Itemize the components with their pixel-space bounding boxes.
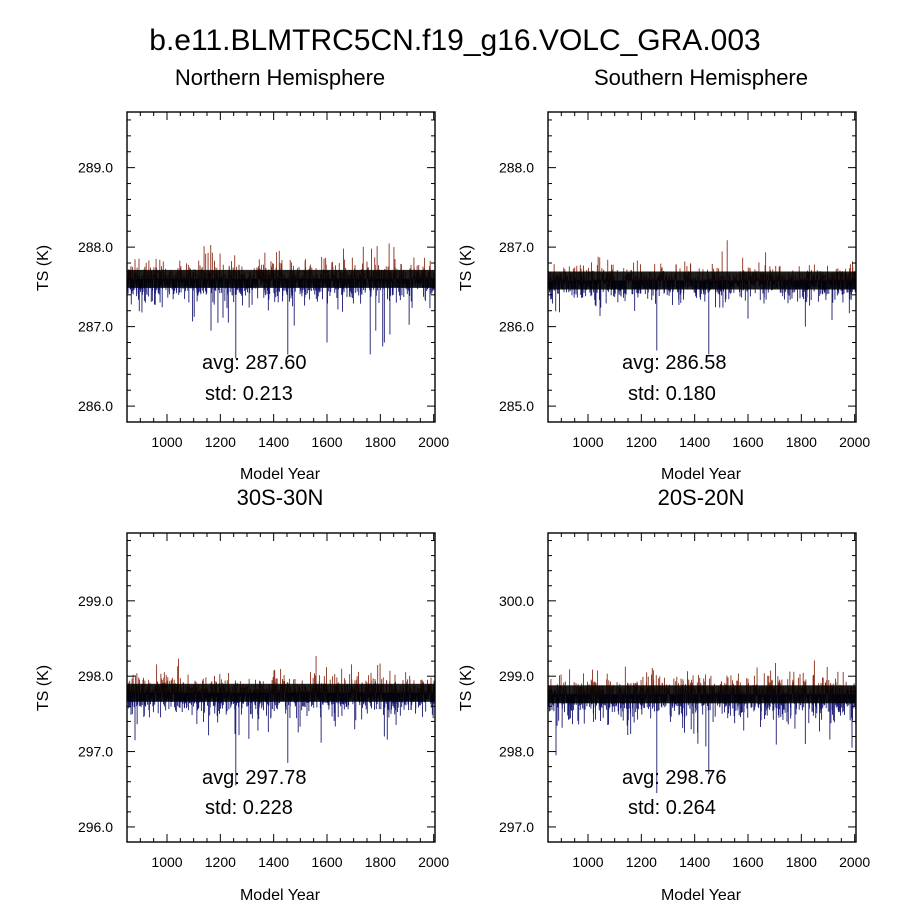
x-tick-label: 1400 (679, 434, 710, 450)
x-tick-label: 1400 (258, 434, 289, 450)
y-axis-label: TS (K) (35, 665, 52, 711)
std-annotation: std: 0.213 (205, 383, 293, 405)
data-series (547, 660, 857, 794)
y-tick-label: 299.0 (78, 593, 113, 609)
std-annotation: std: 0.180 (628, 383, 716, 405)
x-tick-label: 1000 (151, 434, 182, 450)
panel-title: 20S-20N (658, 485, 745, 510)
x-tick-label: 1200 (205, 434, 236, 450)
x-tick-label: 1000 (151, 854, 182, 870)
y-tick-label: 285.0 (499, 398, 534, 414)
x-tick-label: 1600 (311, 434, 342, 450)
plot-frame (126, 532, 436, 843)
plot-frame (547, 111, 857, 423)
data-series (547, 240, 857, 355)
panel-20s-20n: 20S-20N 1000 1200 1400 1600 1800 2000297.0298… (458, 485, 870, 904)
x-tick-label: 1200 (626, 434, 657, 450)
y-tick-label: 286.0 (499, 319, 534, 335)
y-tick-label: 287.0 (499, 239, 534, 255)
y-tick-label: 288.0 (499, 160, 534, 176)
y-axis-label: TS (K) (458, 245, 475, 291)
y-tick-label: 298.0 (78, 668, 113, 684)
plot-area: 1000 1200 1400 1600 1800 2000 286.0 287.0 288.0 2… (78, 111, 449, 450)
y-tick-label: 297.0 (78, 744, 113, 760)
std-annotation: std: 0.228 (205, 797, 293, 819)
x-axis-label: Model Year (661, 466, 742, 483)
x-axis-label: Model Year (240, 466, 321, 483)
y-tick-label: 289.0 (78, 160, 113, 176)
y-axis-label: TS (K) (35, 245, 52, 291)
x-tick-label: 2000 (839, 434, 870, 450)
x-tick-label: 1000 (572, 434, 603, 450)
x-tick-label: 1600 (732, 434, 763, 450)
mean-band (127, 269, 435, 288)
plot-area: 1000 1200 1400 1600 1800 2000 285.0 286.0 287.0 2… (499, 111, 870, 450)
panel-southern-hemisphere: Southern Hemisphere 1000 1200 1400 1600 1800… (458, 65, 870, 483)
figure-title: b.e11.BLMTRC5CN.f19_g16.VOLC_GRA.003 (149, 24, 760, 57)
x-tick-label: 1400 (258, 854, 289, 870)
avg-annotation: avg: 286.58 (622, 352, 727, 374)
mean-band (548, 685, 856, 704)
x-tick-label: 1600 (311, 854, 342, 870)
panel-30s-30n: 30S-30N 1000 1200 1400 1600 1800 2000 296.0 297… (35, 485, 449, 904)
x-tick-label: 1800 (365, 854, 396, 870)
y-tick-label: 296.0 (78, 819, 113, 835)
x-tick-label: 1800 (786, 434, 817, 450)
data-series (126, 243, 436, 359)
plot-area: 1000 1200 1400 1600 1800 2000 296.0 297.0 298.0 2… (78, 532, 449, 870)
x-axis-label: Model Year (240, 887, 321, 904)
y-tick-label: 288.0 (78, 239, 113, 255)
avg-annotation: avg: 287.60 (202, 352, 307, 374)
panel-title: Northern Hemisphere (175, 65, 385, 90)
x-tick-label: 2000 (418, 434, 449, 450)
panel-title: 30S-30N (237, 485, 324, 510)
x-tick-label: 1800 (365, 434, 396, 450)
mean-band (548, 271, 856, 290)
mean-band (127, 683, 435, 702)
data-series (126, 656, 436, 786)
y-tick-label: 287.0 (78, 319, 113, 335)
x-tick-label: 2000 (418, 854, 449, 870)
plot-frame (547, 532, 857, 843)
panel-title: Southern Hemisphere (594, 65, 808, 90)
plot-area: 1000 1200 1400 1600 1800 2000297.0298.0299.03… (499, 532, 870, 870)
x-tick-label: 1200 (205, 854, 236, 870)
panel-northern-hemisphere: Northern Hemisphere 1000 1200 1400 1600 1800… (35, 65, 449, 483)
avg-annotation: avg: 297.78 (202, 767, 307, 789)
y-tick-label: 286.0 (78, 398, 113, 414)
plot-frame (126, 111, 436, 423)
